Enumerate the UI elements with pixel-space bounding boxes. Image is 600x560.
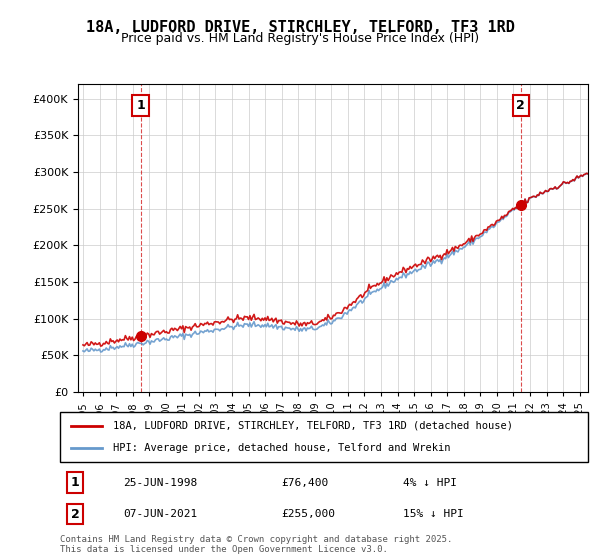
Text: 2: 2 [71, 507, 79, 521]
Text: 18A, LUDFORD DRIVE, STIRCHLEY, TELFORD, TF3 1RD: 18A, LUDFORD DRIVE, STIRCHLEY, TELFORD, … [86, 20, 514, 35]
FancyBboxPatch shape [60, 412, 588, 462]
Text: 18A, LUDFORD DRIVE, STIRCHLEY, TELFORD, TF3 1RD (detached house): 18A, LUDFORD DRIVE, STIRCHLEY, TELFORD, … [113, 421, 513, 431]
Text: £76,400: £76,400 [282, 478, 329, 488]
Text: 1: 1 [136, 99, 145, 112]
Text: Price paid vs. HM Land Registry's House Price Index (HPI): Price paid vs. HM Land Registry's House … [121, 32, 479, 45]
Text: 1: 1 [71, 476, 79, 489]
Text: 2: 2 [517, 99, 525, 112]
Text: HPI: Average price, detached house, Telford and Wrekin: HPI: Average price, detached house, Telf… [113, 443, 450, 453]
Text: 15% ↓ HPI: 15% ↓ HPI [403, 509, 464, 519]
Text: 4% ↓ HPI: 4% ↓ HPI [403, 478, 457, 488]
Text: Contains HM Land Registry data © Crown copyright and database right 2025.
This d: Contains HM Land Registry data © Crown c… [60, 535, 452, 554]
Text: 25-JUN-1998: 25-JUN-1998 [124, 478, 197, 488]
Text: £255,000: £255,000 [282, 509, 336, 519]
Text: 07-JUN-2021: 07-JUN-2021 [124, 509, 197, 519]
